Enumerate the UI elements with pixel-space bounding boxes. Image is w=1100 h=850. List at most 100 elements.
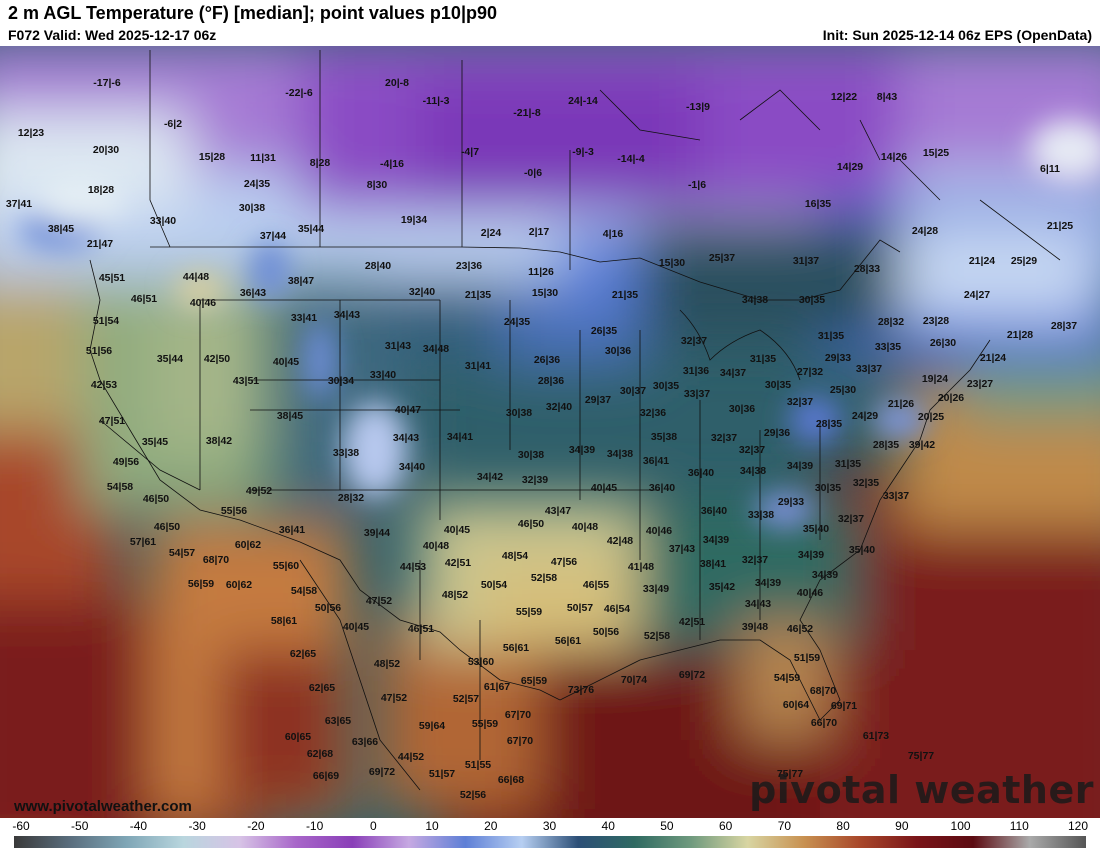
point-value: 55|59: [516, 606, 542, 618]
point-value: 53|60: [468, 656, 494, 668]
point-value: 63|65: [325, 715, 351, 727]
point-value: 42|51: [679, 616, 705, 628]
point-value: 57|61: [130, 536, 156, 548]
point-value: -14|-4: [617, 153, 645, 165]
point-value: 69|72: [369, 766, 395, 778]
point-value: 31|35: [818, 330, 844, 342]
point-value: 42|53: [91, 379, 117, 391]
terrain-detail: [20, 120, 1100, 528]
point-value: 24|29: [852, 410, 878, 422]
point-value: 27|32: [797, 366, 823, 378]
point-value: 32|36: [640, 407, 666, 419]
point-value: 46|54: [604, 603, 630, 615]
point-value: 34|43: [334, 309, 360, 321]
point-value: 52|56: [460, 789, 486, 801]
point-value: 40|45: [273, 356, 299, 368]
point-value: 28|32: [338, 492, 364, 504]
point-value: 36|40: [701, 505, 727, 517]
point-value: 35|44: [157, 353, 183, 365]
point-value: 41|48: [628, 561, 654, 573]
point-value: 34|38: [740, 465, 766, 477]
colorbar-tick: 30: [542, 819, 557, 833]
point-value: 28|35: [816, 418, 842, 430]
point-value: 23|27: [967, 378, 993, 390]
point-value: 40|46: [646, 525, 672, 537]
colorbar-tick: -50: [71, 819, 89, 833]
point-value: 48|54: [502, 550, 528, 562]
point-value: 24|28: [912, 225, 938, 237]
point-value: 62|68: [307, 748, 333, 760]
point-value: 49|56: [113, 456, 139, 468]
point-value: 19|24: [922, 373, 948, 385]
great-lakes: [679, 309, 801, 381]
point-value: 60|62: [235, 539, 261, 551]
point-value: 11|31: [250, 152, 276, 164]
point-value: 23|28: [923, 315, 949, 327]
init-time: Init: Sun 2025-12-14 06z EPS (OpenData): [822, 27, 1092, 43]
point-value: 20|25: [918, 411, 944, 423]
west-coast: [89, 259, 241, 521]
point-value: 30|35: [653, 380, 679, 392]
point-value: 23|36: [456, 260, 482, 272]
point-value: 47|51: [99, 415, 125, 427]
colorbar-tick: 10: [425, 819, 439, 833]
point-value: 32|37: [838, 513, 864, 525]
point-value: 48|52: [442, 589, 468, 601]
point-value: 33|35: [875, 341, 901, 353]
point-value: 33|37: [883, 490, 909, 502]
point-value: 21|47: [87, 238, 113, 250]
colorbar-bar: [14, 836, 1086, 848]
colorbar-tick: 50: [660, 819, 674, 833]
point-value: 24|27: [964, 289, 990, 301]
point-value: 33|37: [856, 363, 882, 375]
point-value: 30|38: [506, 407, 532, 419]
point-value: 48|52: [374, 658, 400, 670]
point-value: 33|49: [643, 583, 669, 595]
point-value: 47|56: [551, 556, 577, 568]
point-value: 40|46: [797, 587, 823, 599]
point-value: 20|-8: [385, 77, 409, 89]
point-value: 15|28: [199, 151, 225, 163]
point-value: 47|52: [366, 595, 392, 607]
point-value: 32|35: [853, 477, 879, 489]
point-value: -4|16: [380, 158, 404, 170]
point-value: 46|51: [131, 293, 157, 305]
point-value: 30|36: [729, 403, 755, 415]
point-value: 26|30: [930, 337, 956, 349]
point-value: 50|57: [567, 602, 593, 614]
point-value: 32|40: [409, 286, 435, 298]
point-value: 15|30: [659, 257, 685, 269]
colorbar-tick: -10: [305, 819, 324, 833]
point-value: 58|61: [271, 615, 297, 627]
point-value: 12|23: [18, 127, 44, 139]
point-value: 30|35: [799, 294, 825, 306]
colorbar-tick: 80: [836, 819, 850, 833]
point-value: 35|42: [709, 581, 735, 593]
point-value: 15|30: [532, 287, 558, 299]
point-value: 50|56: [593, 626, 619, 638]
point-value: 30|34: [328, 375, 354, 387]
point-value: 21|24: [980, 352, 1006, 364]
colorbar-tick: 90: [895, 819, 909, 833]
point-value: 28|35: [873, 439, 899, 451]
point-value: 19|34: [401, 214, 427, 226]
colorbar-gradient: [14, 836, 1086, 848]
point-value: 34|37: [720, 367, 746, 379]
point-value: 31|41: [465, 360, 491, 372]
point-value: 47|52: [381, 692, 407, 704]
point-value: 42|50: [204, 353, 230, 365]
point-value: 46|55: [583, 579, 609, 591]
point-value: 60|64: [783, 699, 809, 711]
point-value: 73|76: [568, 684, 594, 696]
point-value: 38|47: [288, 275, 314, 287]
point-value: 37|41: [6, 198, 32, 210]
point-value: 16|35: [805, 198, 831, 210]
point-value: 34|48: [423, 343, 449, 355]
point-value: 33|41: [291, 312, 317, 324]
point-value: 68|70: [810, 685, 836, 697]
point-value: 39|44: [364, 527, 390, 539]
borders: [89, 50, 1061, 791]
point-value: 24|35: [244, 178, 270, 190]
colorbar-tick: 120: [1067, 819, 1089, 833]
gulf-east-coast: [559, 339, 991, 721]
